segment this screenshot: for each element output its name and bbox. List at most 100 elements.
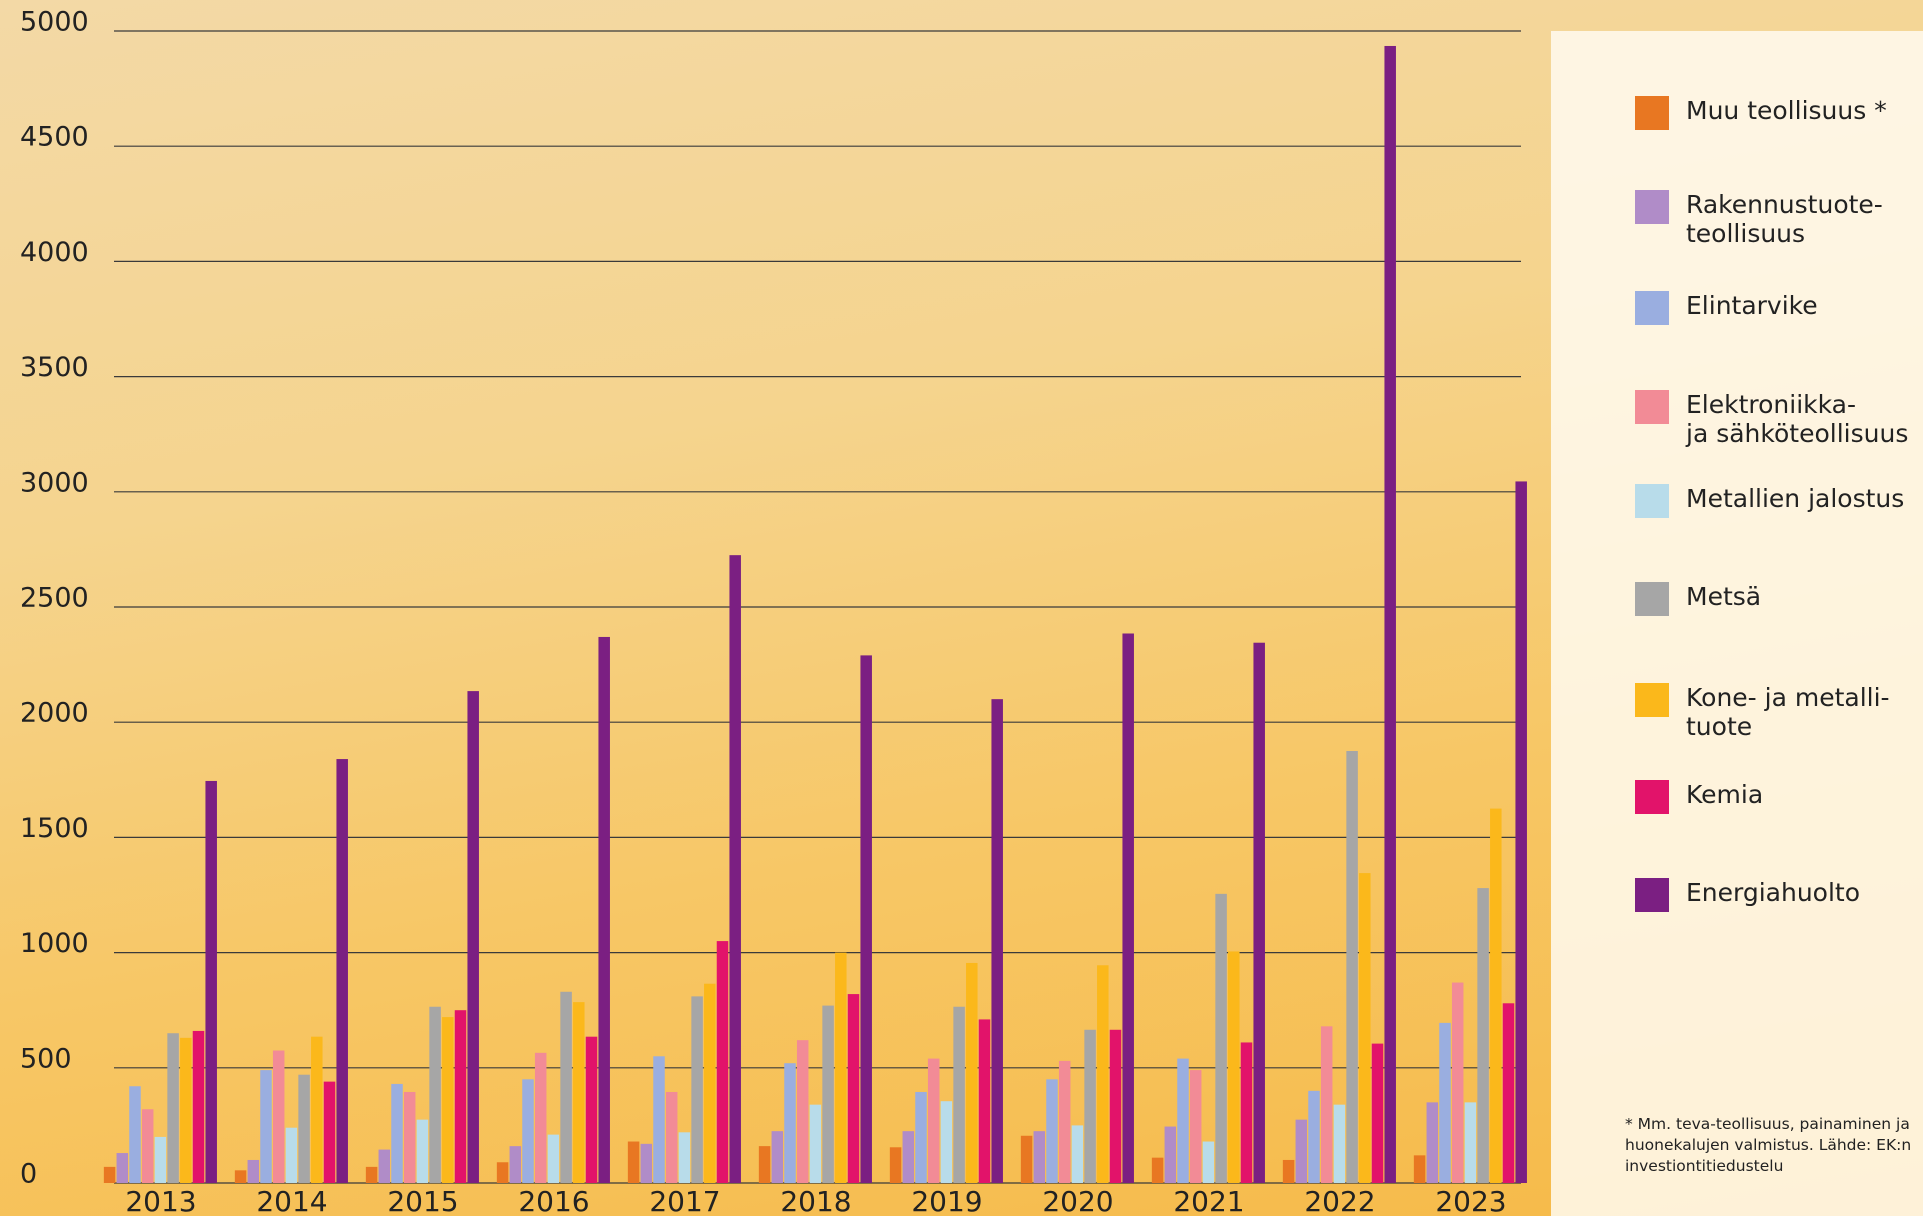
bar	[1097, 965, 1109, 1183]
y-tick-label: 5000	[20, 7, 89, 38]
bar	[1033, 1131, 1046, 1183]
bar	[991, 699, 1003, 1183]
bar	[1151, 1157, 1164, 1183]
x-tick-label: 2013	[125, 1185, 196, 1216]
legend-item: Rakennustuote- teollisuus	[1635, 190, 1883, 248]
y-tick-label: 2000	[20, 698, 89, 729]
bar	[822, 1005, 834, 1183]
bar	[1359, 873, 1371, 1183]
bar	[771, 1131, 784, 1183]
bar	[272, 1050, 285, 1183]
bar	[889, 1147, 902, 1183]
y-tick-label: 4000	[20, 237, 89, 268]
bar	[416, 1119, 429, 1183]
x-tick-label: 2017	[649, 1185, 720, 1216]
bar	[665, 1091, 678, 1183]
bar	[429, 1006, 441, 1183]
bar	[1333, 1104, 1346, 1183]
x-tick-label: 2016	[518, 1185, 589, 1216]
bar	[1426, 1102, 1439, 1183]
legend-item: Elintarvike	[1635, 291, 1818, 325]
bar	[640, 1143, 653, 1183]
bar	[496, 1162, 509, 1183]
bar	[835, 952, 847, 1183]
bar	[378, 1149, 391, 1183]
legend-item: Kemia	[1635, 780, 1763, 814]
bar	[1228, 951, 1240, 1183]
x-tick-label: 2015	[387, 1185, 458, 1216]
bar	[1371, 1043, 1384, 1183]
legend: * Mm. teva-teollisuus, painaminen ja huo…	[1551, 31, 1923, 1216]
bar	[260, 1070, 272, 1183]
bar	[509, 1146, 522, 1183]
bar	[1177, 1058, 1189, 1183]
bar	[1490, 808, 1502, 1183]
bar	[116, 1153, 129, 1183]
bar	[442, 1017, 454, 1183]
legend-item: Kone- ja metalli- tuote	[1635, 683, 1890, 741]
bar	[729, 555, 741, 1183]
bar	[1295, 1119, 1308, 1183]
x-tick-label: 2022	[1304, 1185, 1375, 1216]
bar	[1451, 982, 1464, 1183]
legend-swatch	[1635, 683, 1669, 717]
bar	[1084, 1029, 1096, 1183]
legend-swatch	[1635, 780, 1669, 814]
legend-swatch	[1635, 291, 1669, 325]
bar	[716, 941, 729, 1183]
bar	[141, 1109, 154, 1183]
x-tick-label: 2014	[256, 1185, 327, 1216]
bar	[1502, 1003, 1515, 1183]
bar	[966, 962, 978, 1183]
y-tick-label: 1000	[20, 928, 89, 959]
legend-swatch	[1635, 390, 1669, 424]
bar	[1020, 1135, 1033, 1183]
bar	[585, 1036, 598, 1183]
bar	[627, 1141, 640, 1183]
bar	[1215, 893, 1227, 1183]
bar	[860, 655, 872, 1183]
bar	[573, 1002, 585, 1183]
legend-swatch	[1635, 484, 1669, 518]
x-tick-label: 2021	[1173, 1185, 1244, 1216]
bar	[298, 1074, 310, 1183]
legend-label: Energiahuolto	[1686, 878, 1861, 907]
legend-swatch	[1635, 190, 1669, 224]
legend-label: Kemia	[1686, 780, 1764, 809]
bar	[103, 1166, 116, 1183]
legend-swatch	[1635, 878, 1669, 912]
legend-item: Muu teollisuus *	[1635, 96, 1887, 130]
legend-swatch	[1635, 96, 1669, 130]
bar	[192, 1030, 205, 1183]
legend-label: Muu teollisuus *	[1686, 96, 1887, 125]
bar	[247, 1159, 260, 1183]
bar	[1240, 1042, 1253, 1183]
bar	[796, 1040, 809, 1183]
legend-label: Elektroniikka- ja sähköteollisuus	[1686, 390, 1909, 448]
bar	[598, 636, 610, 1183]
bar	[1253, 642, 1265, 1183]
bar	[1058, 1060, 1071, 1183]
bar	[129, 1086, 141, 1183]
bar	[1464, 1102, 1477, 1183]
bar	[167, 1033, 179, 1183]
bar	[915, 1091, 927, 1183]
legend-item: Metallien jalostus	[1635, 484, 1904, 518]
legend-label: Elintarvike	[1686, 291, 1818, 320]
bar	[234, 1170, 247, 1183]
bar	[1384, 45, 1396, 1184]
bar	[1046, 1079, 1058, 1183]
bar	[1413, 1155, 1426, 1183]
bar	[927, 1058, 940, 1183]
bar	[1515, 481, 1527, 1183]
bar	[1346, 751, 1358, 1183]
legend-item: Metsä	[1635, 582, 1761, 616]
bar	[467, 691, 479, 1183]
y-tick-label: 0	[20, 1159, 37, 1190]
bar	[704, 983, 716, 1183]
bar	[154, 1136, 167, 1183]
bar	[403, 1091, 416, 1183]
bar	[1202, 1141, 1215, 1183]
